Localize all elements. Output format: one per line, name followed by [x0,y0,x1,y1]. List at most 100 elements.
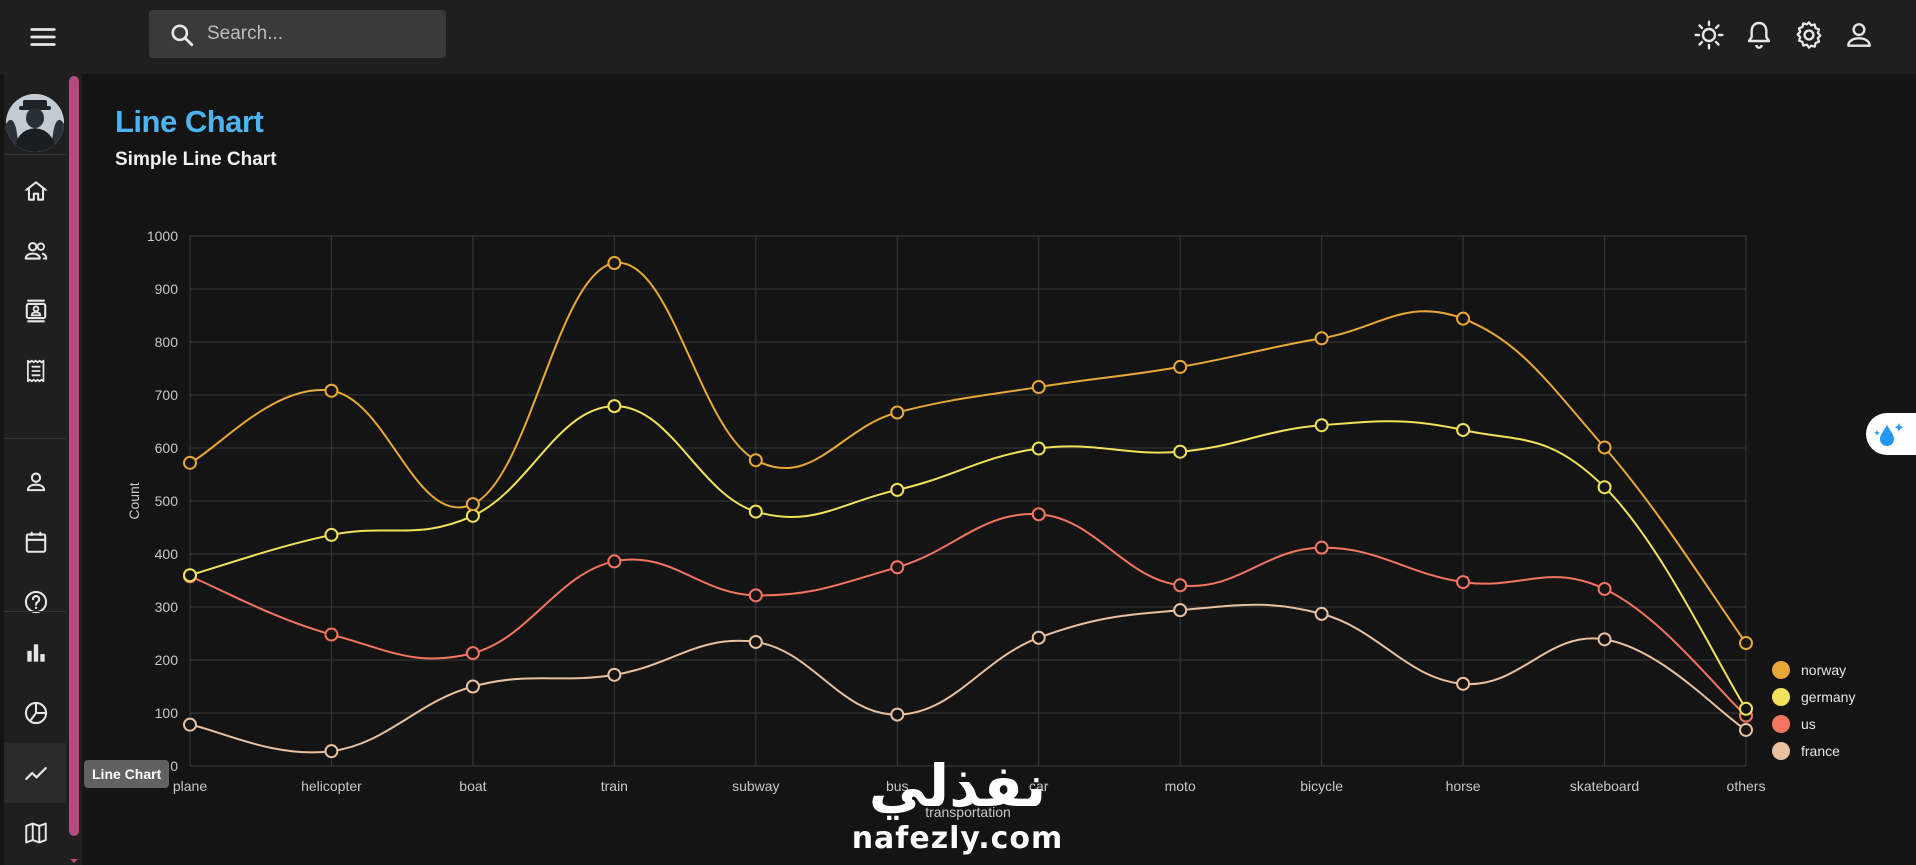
data-point-france [324,744,339,759]
y-tick-label: 800 [155,334,179,350]
chart-axes: 0 100 200 300 400 500 600 700 800 900 1000 plane hel… [126,228,1765,820]
sidebar-scrollbar-thumb[interactable] [69,76,79,836]
data-point-france [1173,603,1188,618]
sidebar-item-profile[interactable] [4,452,66,512]
bell-icon[interactable] [1743,19,1775,51]
x-tick-label: car [1029,778,1049,794]
data-point-norway [1597,440,1612,455]
help-icon [24,590,48,614]
map-icon [25,822,47,844]
x-tick-label: skateboard [1570,778,1639,794]
sidebar-item-line-chart[interactable] [4,743,66,803]
sidebar-tooltip: Line Chart [84,760,170,788]
y-tick-label: 100 [155,705,179,721]
sidebar-item-contacts[interactable] [4,281,66,341]
data-point-norway [748,453,763,468]
menu-icon[interactable] [28,22,58,52]
data-point-norway [1739,636,1753,651]
legend-label-norway: norway [1801,662,1846,678]
x-axis-title: transportation [925,804,1011,820]
data-point-us [1456,575,1471,590]
data-point-norway [465,497,480,512]
chart-series [183,256,1753,759]
sidebar-divider [4,154,66,155]
data-point-germany [890,482,905,497]
data-point-france [465,679,480,694]
data-point-norway [324,383,339,398]
search-input[interactable] [207,10,437,58]
y-tick-label: 300 [155,599,179,615]
x-tick-label: subway [732,778,779,794]
data-point-france [1597,632,1612,647]
y-tick-label: 0 [170,758,178,774]
series-line-france [189,603,1747,754]
sidebar-item-invoices[interactable] [4,341,66,401]
data-point-germany [607,399,622,414]
sidebar-item-home[interactable] [4,161,66,221]
legend-label-france: france [1801,743,1840,759]
data-point-us [1597,581,1612,596]
y-tick-label: 500 [155,493,179,509]
x-tick-label: moto [1165,778,1196,794]
legend-swatch-us [1772,715,1790,733]
sidebar-item-bar-chart[interactable] [4,623,66,683]
people-icon [24,241,48,260]
y-tick-label: 1000 [147,228,178,244]
legend-swatch-norway [1772,661,1790,679]
data-point-norway [1031,380,1046,395]
pie-chart-icon [24,701,48,725]
watermark-latin-text: nafezly.com [851,821,1064,856]
legend-swatch-france [1772,742,1790,760]
search-bar [149,10,446,58]
y-tick-label: 700 [155,387,179,403]
droplet-sparkle-icon [1874,423,1904,446]
data-point-norway [607,256,622,271]
bar-chart-icon [27,644,45,662]
sidebar-item-calendar[interactable] [4,512,66,572]
x-tick-label: horse [1446,778,1481,794]
chart-grid [189,235,1747,767]
data-point-us [1031,507,1046,522]
sidebar-divider [4,611,66,612]
sidebar-item-pie-chart[interactable] [4,683,66,743]
sidebar-item-faq[interactable] [4,572,66,632]
data-point-us [324,627,339,642]
chevron-down-icon[interactable] [69,852,79,863]
theme-customizer-button[interactable] [1866,413,1916,455]
data-point-france [890,707,905,722]
y-axis-title: Count [126,482,142,519]
avatar[interactable] [6,94,64,152]
data-point-germany [1031,441,1046,456]
sun-icon[interactable] [1693,19,1725,51]
x-tick-label: train [601,778,628,794]
data-point-france [1031,630,1046,645]
data-point-germany [1314,418,1329,433]
user-icon[interactable] [1843,19,1875,51]
sidebar-item-geography[interactable] [4,803,66,863]
gear-icon[interactable] [1793,19,1825,51]
person-icon [26,472,46,492]
data-point-norway [1314,331,1329,346]
data-point-us [1173,578,1188,593]
data-point-france [1456,676,1471,691]
search-icon[interactable] [169,22,195,48]
data-point-us [748,588,763,603]
legend-swatch-germany [1772,688,1790,706]
data-point-germany [465,508,480,523]
series-line-norway [189,262,1747,644]
y-tick-label: 400 [155,546,179,562]
x-tick-label: helicopter [301,778,362,794]
data-point-germany [324,527,339,542]
calendar-icon [25,531,47,553]
watermark-arabic-text: نفذلي [868,752,1047,820]
page-subtitle: Simple Line Chart [115,149,277,170]
y-tick-label: 900 [155,281,179,297]
sidebar-divider [4,438,66,439]
sidebar-item-team[interactable] [4,221,66,281]
chart-legend: norway germany us france [1772,661,1855,760]
series-line-germany [189,405,1747,710]
data-point-france [1314,606,1329,621]
data-point-germany [1456,422,1471,437]
